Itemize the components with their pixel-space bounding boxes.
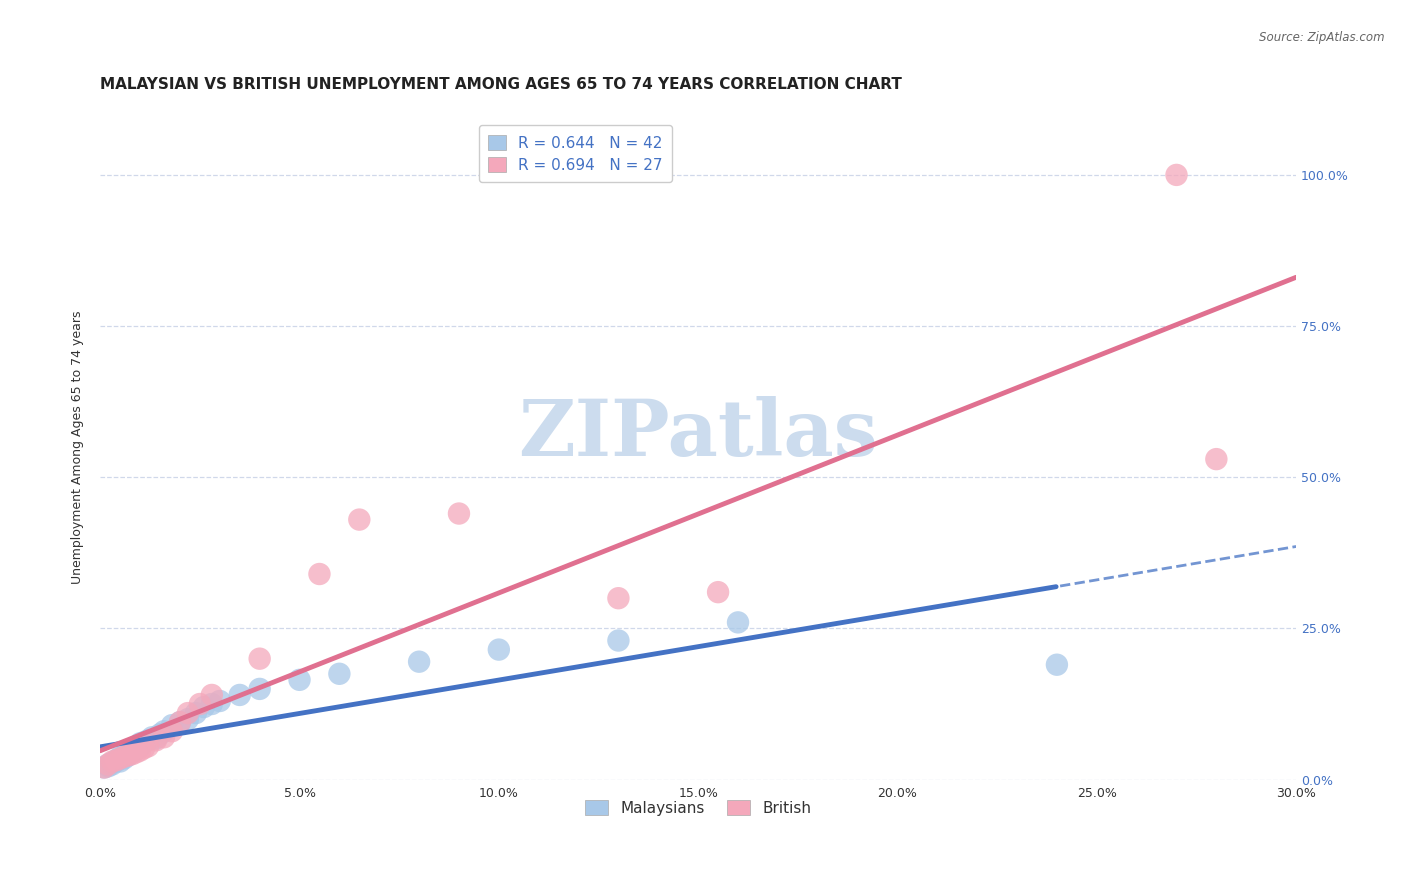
- Point: [169, 715, 191, 730]
- Point: [136, 739, 159, 754]
- Point: [1205, 452, 1227, 467]
- Point: [447, 507, 470, 521]
- Point: [108, 749, 131, 764]
- Point: [108, 755, 131, 769]
- Point: [328, 666, 350, 681]
- Text: MALAYSIAN VS BRITISH UNEMPLOYMENT AMONG AGES 65 TO 74 YEARS CORRELATION CHART: MALAYSIAN VS BRITISH UNEMPLOYMENT AMONG …: [100, 78, 903, 93]
- Point: [108, 751, 131, 765]
- Point: [132, 741, 155, 756]
- Point: [249, 651, 271, 665]
- Point: [112, 751, 135, 765]
- Point: [112, 749, 135, 764]
- Point: [93, 760, 115, 774]
- Point: [408, 655, 430, 669]
- Point: [125, 742, 148, 756]
- Point: [288, 673, 311, 687]
- Text: Source: ZipAtlas.com: Source: ZipAtlas.com: [1260, 31, 1385, 45]
- Text: ZIPatlas: ZIPatlas: [519, 396, 877, 472]
- Point: [488, 642, 510, 657]
- Point: [208, 694, 231, 708]
- Point: [249, 681, 271, 696]
- Point: [229, 688, 252, 702]
- Point: [105, 755, 128, 769]
- Point: [125, 745, 148, 759]
- Legend: Malaysians, British: Malaysians, British: [579, 794, 817, 822]
- Point: [129, 739, 152, 754]
- Point: [707, 585, 730, 599]
- Point: [101, 756, 124, 770]
- Y-axis label: Unemployment Among Ages 65 to 74 years: Unemployment Among Ages 65 to 74 years: [72, 310, 84, 583]
- Point: [177, 712, 200, 726]
- Point: [160, 718, 183, 732]
- Point: [108, 751, 131, 765]
- Point: [177, 706, 200, 720]
- Point: [153, 724, 176, 739]
- Point: [145, 731, 167, 746]
- Point: [97, 757, 120, 772]
- Point: [169, 715, 191, 730]
- Point: [121, 743, 143, 757]
- Point: [105, 753, 128, 767]
- Point: [308, 567, 330, 582]
- Point: [153, 731, 176, 745]
- Point: [145, 733, 167, 747]
- Point: [93, 760, 115, 774]
- Point: [129, 736, 152, 750]
- Point: [149, 727, 172, 741]
- Point: [1166, 168, 1188, 182]
- Point: [101, 757, 124, 772]
- Point: [125, 739, 148, 754]
- Point: [117, 747, 139, 762]
- Point: [121, 745, 143, 759]
- Point: [121, 747, 143, 762]
- Point: [105, 753, 128, 767]
- Point: [193, 700, 215, 714]
- Point: [141, 731, 163, 745]
- Point: [117, 748, 139, 763]
- Point: [160, 724, 183, 739]
- Point: [97, 759, 120, 773]
- Point: [112, 748, 135, 763]
- Point: [188, 697, 211, 711]
- Point: [117, 748, 139, 763]
- Point: [136, 733, 159, 747]
- Point: [727, 615, 749, 630]
- Point: [349, 512, 371, 526]
- Point: [129, 743, 152, 757]
- Point: [132, 735, 155, 749]
- Point: [1046, 657, 1069, 672]
- Point: [101, 755, 124, 769]
- Point: [184, 706, 207, 720]
- Point: [607, 633, 630, 648]
- Point: [97, 757, 120, 772]
- Point: [607, 591, 630, 606]
- Point: [201, 697, 224, 711]
- Point: [201, 688, 224, 702]
